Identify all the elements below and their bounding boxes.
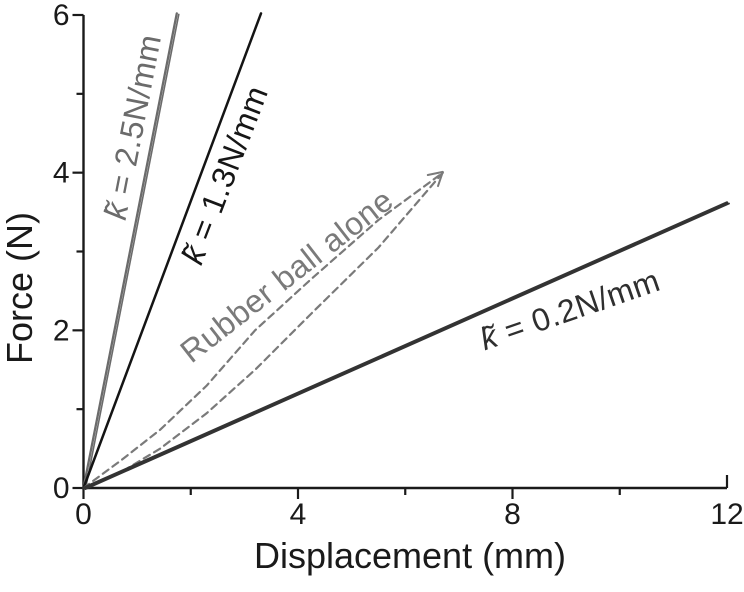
spring-k2.5-line — [84, 13, 180, 490]
spring-k0.2-line — [82, 201, 729, 490]
rubber-ball-loading-curve — [82, 171, 444, 490]
y-tick-label: 2 — [53, 314, 70, 347]
x-tick-label: 12 — [710, 498, 743, 531]
spring-k0.2-line — [84, 202, 730, 490]
spring-k1.3-line — [82, 12, 263, 490]
x-tick-label: 0 — [75, 498, 92, 531]
spring-k2.5-line — [82, 12, 178, 490]
x-axis-title: Displacement (mm) — [253, 535, 567, 576]
y-axis-title: Force (N) — [0, 212, 40, 364]
x-tick-label: 4 — [290, 498, 307, 531]
y-tick-label: 0 — [53, 472, 70, 505]
rubber-ball-unloading-curve — [82, 171, 444, 490]
y-tick-label: 4 — [53, 157, 70, 190]
x-tick-label: 8 — [504, 498, 521, 531]
y-tick-label: 6 — [53, 0, 70, 32]
loading-direction-arrowhead — [426, 170, 444, 188]
